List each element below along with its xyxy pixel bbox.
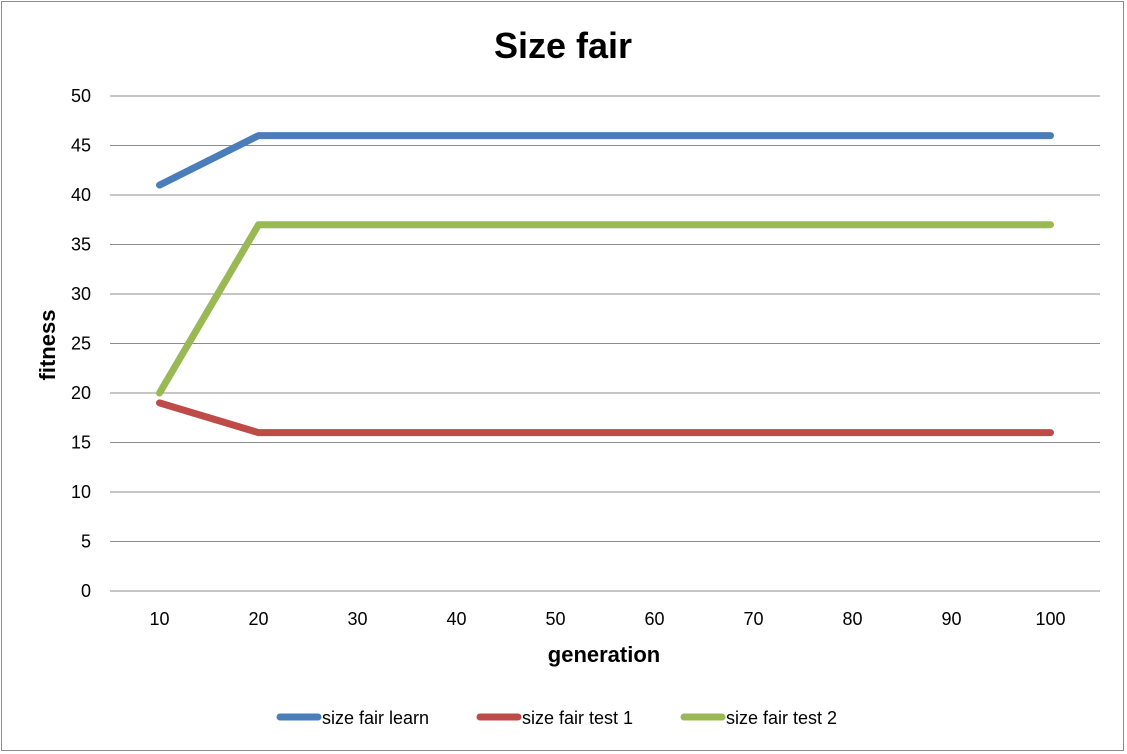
x-axis-title: generation (548, 642, 660, 667)
y-tick-label: 10 (71, 482, 91, 502)
series-line-3 (156, 221, 1054, 397)
series-line-1 (156, 132, 1054, 189)
x-tick-label: 50 (545, 609, 565, 629)
series-lines (156, 132, 1054, 437)
x-tick-label: 100 (1035, 609, 1065, 629)
x-tick-label: 80 (842, 609, 862, 629)
x-tick-label: 30 (347, 609, 367, 629)
x-tick-label: 10 (149, 609, 169, 629)
series-line-2 (156, 399, 1054, 437)
x-tick-label: 40 (446, 609, 466, 629)
y-tick-label: 50 (71, 86, 91, 106)
y-tick-label: 45 (71, 136, 91, 156)
x-tick-label: 70 (743, 609, 763, 629)
y-tick-label: 40 (71, 185, 91, 205)
y-tick-label: 25 (71, 334, 91, 354)
legend-label: size fair test 1 (522, 708, 633, 728)
x-tick-label: 60 (644, 609, 664, 629)
legend-label: size fair test 2 (726, 708, 837, 728)
x-tick-label: 20 (248, 609, 268, 629)
legend-label: size fair learn (322, 708, 429, 728)
x-axis-ticks: 10 20 30 40 50 60 70 80 90 100 (149, 609, 1065, 629)
y-tick-label: 20 (71, 383, 91, 403)
y-axis-ticks: 0 5 10 15 20 25 30 35 40 45 50 (71, 86, 91, 601)
x-tick-label: 90 (941, 609, 961, 629)
y-tick-label: 15 (71, 433, 91, 453)
y-tick-label: 0 (81, 581, 91, 601)
gridlines (110, 95, 1100, 592)
y-tick-label: 35 (71, 235, 91, 255)
chart-title: Size fair (494, 25, 632, 66)
y-tick-label: 30 (71, 284, 91, 304)
y-axis-title: fitness (35, 310, 60, 381)
y-tick-label: 5 (81, 532, 91, 552)
legend: size fair learn size fair test 1 size fair… (276, 708, 837, 728)
